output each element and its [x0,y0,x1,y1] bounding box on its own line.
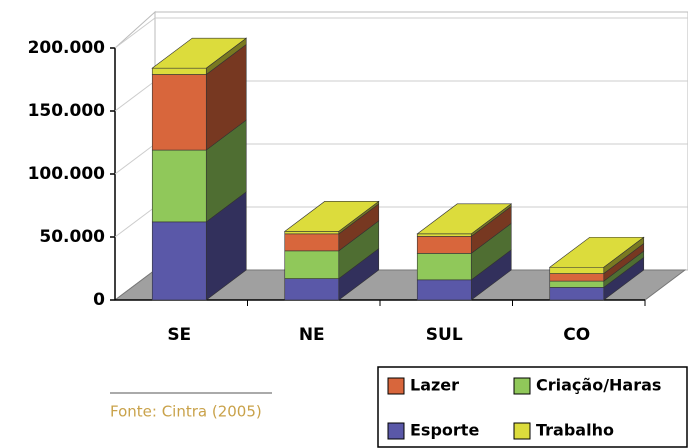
bar-front [151,67,207,75]
legend-swatch [387,377,405,395]
legend-label: Criação/Haras [536,376,661,395]
bar-segment [151,119,247,223]
bar-top [548,236,645,268]
bar-front [151,221,207,301]
bar-segment [283,200,380,235]
x-tick-label: SUL [426,325,463,345]
grid-line [114,143,156,175]
bar-front [151,74,207,151]
bar-front [416,236,472,254]
bar-top [416,203,513,235]
bar-front [549,273,605,282]
x-tick-label: NE [299,325,325,345]
bar-front [284,233,340,252]
legend-swatch [513,422,531,440]
x-tick-label: SE [167,325,191,345]
legend-label: Trabalho [536,421,614,440]
legend-label: Esporte [410,421,479,440]
bar-front [416,279,472,301]
y-tick-label: 50.000 [39,227,105,247]
y-tick-label: 0 [93,290,105,310]
bar-segment [284,203,380,252]
bar-segment [416,249,512,301]
x-tick-label: CO [563,325,590,345]
bar-front [284,250,340,279]
bar-front [284,231,340,235]
bar-segment [284,220,380,280]
bar-front [284,278,340,301]
source: Fonte: Cintra (2005) [110,403,262,421]
bar-front [549,280,605,288]
bar-top [283,201,380,232]
y-tick-label: 150.000 [28,101,106,121]
bar-segment [548,236,645,275]
grid-line [114,80,156,112]
grid-line [114,17,156,49]
legend [377,366,688,448]
bar-segment [151,191,247,301]
bar-segment [151,37,248,76]
y-tick-label: 200.000 [28,38,106,58]
bar-top [151,37,248,69]
bar-front [416,253,472,281]
legend-swatch [387,422,405,440]
side-wall [114,10,156,301]
grid-line [114,206,156,238]
bar-front [549,266,605,274]
legend-swatch [513,377,531,395]
bar-front [151,149,207,223]
bar-segment [416,203,513,237]
bar-front [549,287,605,301]
y-tick-label: 100.000 [28,164,106,184]
legend-label: Lazer [410,376,459,395]
bar-front [416,233,472,237]
